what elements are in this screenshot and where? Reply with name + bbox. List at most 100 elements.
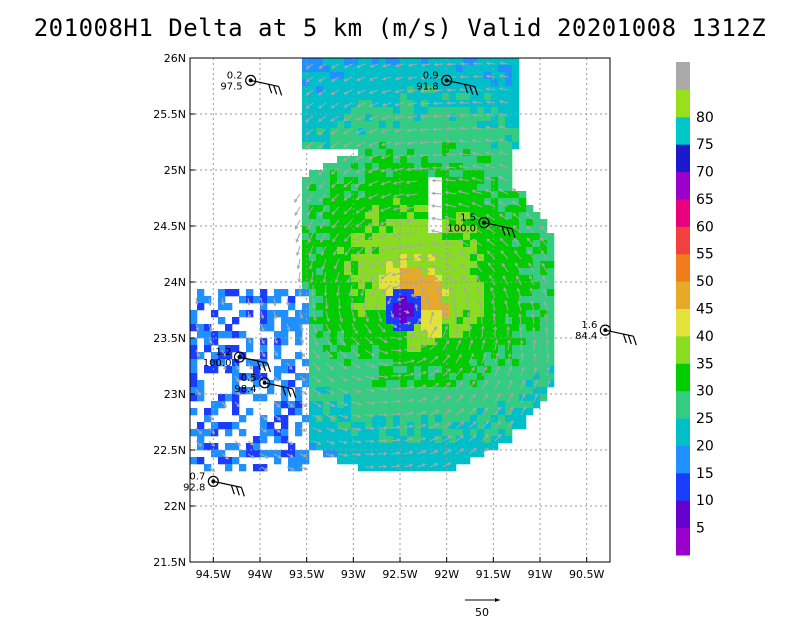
field-cell — [337, 93, 345, 101]
field-cell — [330, 107, 338, 115]
field-cell — [407, 401, 415, 409]
wind-vector — [477, 287, 483, 299]
field-cell — [337, 240, 345, 248]
wind-vector — [381, 154, 392, 159]
field-cell — [456, 135, 464, 143]
colorbar-swatch — [676, 281, 690, 309]
wind-vector — [382, 89, 392, 94]
field-cell — [498, 240, 506, 248]
field-cell — [498, 366, 506, 374]
field-cell — [463, 394, 471, 402]
field-cell — [309, 128, 317, 136]
wind-vector — [512, 188, 522, 195]
field-cell — [295, 373, 303, 381]
wind-vector-head — [337, 305, 342, 310]
field-cell — [463, 387, 471, 395]
field-cell — [309, 184, 317, 192]
field-cell — [491, 394, 499, 402]
wind-vector-head — [272, 302, 277, 307]
wind-vector-head — [417, 242, 422, 247]
field-cell — [505, 268, 513, 276]
wind-vector-head — [343, 144, 348, 148]
field-cell — [351, 65, 359, 73]
field-cell — [456, 324, 464, 332]
wind-vector — [481, 339, 485, 351]
field-cell — [393, 261, 401, 269]
field-cell — [393, 58, 401, 66]
wind-vector-head — [368, 103, 373, 108]
field-cell — [442, 205, 450, 213]
wind-vector — [312, 336, 319, 346]
field-cell — [330, 135, 338, 143]
field-cell — [316, 121, 324, 129]
field-cell — [400, 184, 408, 192]
field-cell — [344, 401, 352, 409]
wind-vector — [431, 230, 444, 234]
wind-vector-head — [526, 225, 531, 230]
field-cell — [512, 352, 520, 360]
field-cell — [351, 429, 359, 437]
field-cell — [463, 58, 471, 66]
wind-vector-head — [484, 379, 488, 384]
field-cell — [428, 163, 436, 171]
wind-vector — [416, 397, 427, 403]
field-cell — [204, 331, 212, 339]
wind-vector — [299, 427, 307, 432]
field-cell — [505, 135, 513, 143]
field-cell — [519, 212, 527, 220]
wind-vector-head — [419, 101, 424, 106]
field-cell — [358, 373, 366, 381]
wind-vector — [364, 375, 375, 380]
field-cell — [484, 387, 492, 395]
field-cell — [393, 163, 401, 171]
field-cell — [379, 156, 387, 164]
wind-vector — [527, 237, 535, 247]
field-cell — [484, 205, 492, 213]
wind-vector — [356, 206, 366, 214]
field-cell — [211, 352, 219, 360]
field-cell — [393, 429, 401, 437]
field-cell — [344, 261, 352, 269]
field-cell — [414, 149, 422, 157]
field-cell — [232, 401, 240, 409]
field-cell — [344, 191, 352, 199]
field-cell — [449, 254, 457, 262]
wind-vector-head — [446, 88, 451, 92]
wind-vector-head — [490, 287, 494, 292]
field-cell — [309, 422, 317, 430]
field-cell — [386, 443, 394, 451]
field-cell — [281, 429, 289, 437]
field-cell — [463, 408, 471, 416]
wind-vector — [513, 225, 522, 234]
wind-vector — [543, 289, 548, 299]
field-cell — [435, 72, 443, 80]
field-cell — [484, 233, 492, 241]
field-cell — [365, 191, 373, 199]
field-cell — [323, 415, 331, 423]
field-cell — [456, 177, 464, 185]
field-cell — [449, 401, 457, 409]
field-cell — [393, 373, 401, 381]
field-cell — [225, 366, 233, 374]
wind-vector — [299, 388, 307, 395]
field-cell — [540, 352, 548, 360]
field-cell — [505, 359, 513, 367]
field-cell — [274, 373, 282, 381]
wind-vector — [533, 353, 536, 364]
field-cell — [421, 142, 429, 150]
field-cell — [386, 380, 394, 388]
field-cell — [456, 240, 464, 248]
field-cell — [519, 331, 527, 339]
field-cell — [477, 205, 485, 213]
wind-vector — [318, 167, 327, 176]
wind-vector — [343, 167, 353, 175]
field-cell — [358, 142, 366, 150]
wind-vector — [415, 304, 418, 312]
wind-vector — [208, 466, 215, 472]
wind-vector — [442, 312, 445, 325]
field-cell — [365, 436, 373, 444]
field-cell — [414, 65, 422, 73]
wind-vector — [338, 323, 344, 334]
wind-vector — [195, 427, 202, 435]
field-cell — [484, 261, 492, 269]
